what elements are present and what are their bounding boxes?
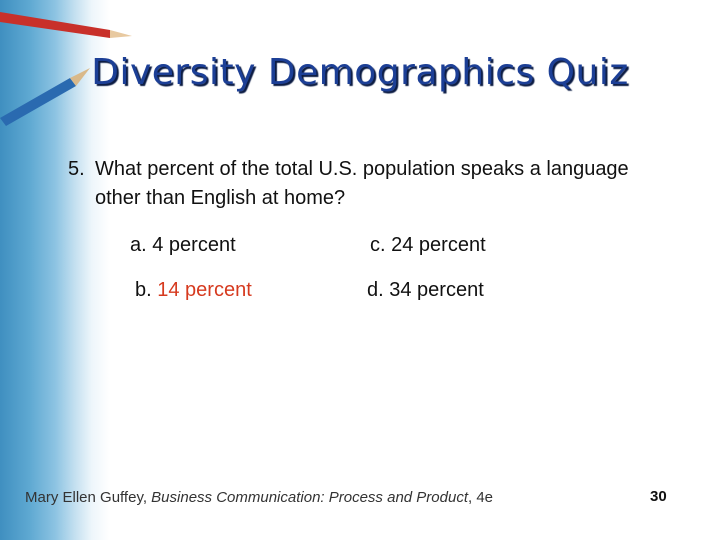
option: a. 4 percent bbox=[130, 234, 236, 257]
pencil-blue bbox=[0, 68, 90, 126]
option: c. 24 percent bbox=[370, 234, 486, 257]
option-letter: a. bbox=[130, 234, 147, 256]
footer-book: Business Communication: Process and Prod… bbox=[151, 489, 468, 506]
option-letter: b. bbox=[135, 279, 152, 301]
option: d. 34 percent bbox=[367, 279, 484, 302]
footer-author: Mary Ellen Guffey, bbox=[25, 489, 147, 506]
option-text-correct: 14 percent bbox=[157, 279, 252, 301]
option-letter: c. bbox=[370, 234, 386, 256]
option-text: 24 percent bbox=[391, 234, 486, 256]
question-number: 5. bbox=[68, 158, 85, 180]
pencil-red bbox=[0, 12, 132, 38]
option-letter: d. bbox=[367, 279, 384, 301]
question-text: What percent of the total U.S. populatio… bbox=[95, 158, 629, 209]
footer: Mary Ellen Guffey, Business Communicatio… bbox=[25, 489, 493, 506]
page-number: 30 bbox=[650, 488, 667, 505]
option-text: 4 percent bbox=[152, 234, 236, 256]
title: Diversity Demographics Quiz bbox=[91, 52, 629, 93]
question: 5. What percent of the total U.S. popula… bbox=[68, 155, 638, 213]
option-text: 34 percent bbox=[389, 279, 484, 301]
footer-edition: , 4e bbox=[468, 489, 494, 506]
option: b. 14 percent bbox=[135, 279, 252, 302]
